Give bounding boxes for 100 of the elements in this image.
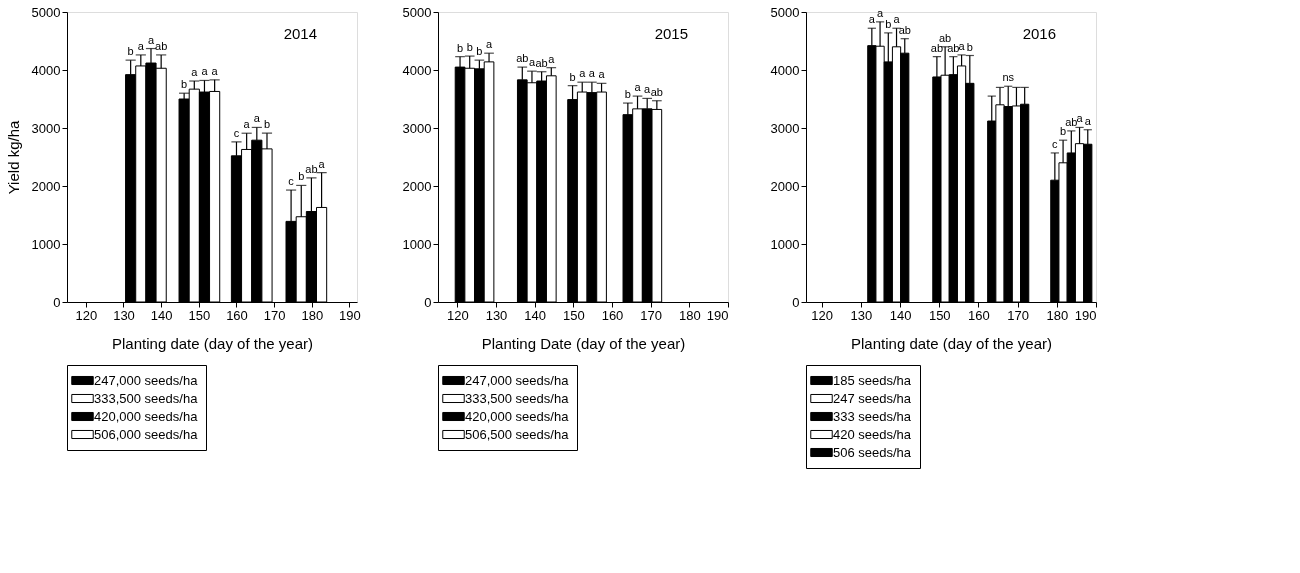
annotation: a xyxy=(147,33,155,46)
x-tick-label: 190 xyxy=(706,307,729,323)
annotation: a xyxy=(958,39,966,52)
annotation: b xyxy=(181,78,188,91)
x-tick-label: 140 xyxy=(150,307,173,323)
annotation: a xyxy=(318,157,326,170)
annotation: b xyxy=(476,45,483,58)
y-tick-label: 4000 xyxy=(770,62,800,78)
legend-label: 420,000 seeds/ha xyxy=(465,408,570,424)
y-tick-label: 3000 xyxy=(402,120,432,136)
x-tick-label: 180 xyxy=(301,307,324,323)
y-tick-label: 5000 xyxy=(770,4,800,20)
x-tick-label: 170 xyxy=(1007,307,1029,323)
x-tick-label: 180 xyxy=(1046,307,1069,323)
annotation: a xyxy=(579,67,587,80)
legend-label: 333 seeds/ha xyxy=(833,408,912,424)
legend-label: 506 seeds/ha xyxy=(833,444,912,460)
annotation: a xyxy=(485,38,493,51)
y-tick-label: 5000 xyxy=(402,4,432,20)
annotation: b xyxy=(1060,125,1067,138)
annotation: a xyxy=(201,65,209,78)
annotation: a xyxy=(211,64,219,77)
legend-label: 333,500 seeds/ha xyxy=(465,390,570,406)
x-tick-label: 120 xyxy=(811,307,834,323)
x-tick-label: 130 xyxy=(850,307,873,323)
annotation: b xyxy=(624,88,631,101)
x-tick-label: 160 xyxy=(226,307,248,323)
legend-label: 247,000 seeds/ha xyxy=(465,372,570,388)
y-tick-label: 2000 xyxy=(770,178,800,194)
annotation: ab xyxy=(898,23,911,36)
annotation: ab xyxy=(650,85,663,98)
x-axis-title: Planting date (day of the year) xyxy=(851,334,1052,352)
y-tick-label: 2000 xyxy=(402,178,432,194)
x-tick-label: 170 xyxy=(263,307,286,323)
text: 2016 xyxy=(1022,25,1056,42)
legend-label: 420,000 seeds/ha xyxy=(94,408,199,424)
y-tick-label: 5000 xyxy=(31,4,61,20)
y-tick-label: 1000 xyxy=(31,236,61,252)
annotation: a xyxy=(243,118,251,131)
y-tick-label: 4000 xyxy=(402,62,432,78)
annotation: b xyxy=(263,118,271,131)
annotation: a xyxy=(528,56,536,69)
annotation: b xyxy=(456,41,464,54)
x-tick-label: 150 xyxy=(562,307,585,323)
annotation: c xyxy=(288,175,295,188)
x-axis-title: Planting date (day of the year) xyxy=(112,334,313,352)
annotation: a xyxy=(191,66,199,79)
legend-label: 420 seeds/ha xyxy=(833,426,912,442)
y-tick-label: 1000 xyxy=(770,236,800,252)
x-tick-label: 130 xyxy=(485,307,508,323)
annotation: b xyxy=(569,70,576,83)
x-tick-label: 140 xyxy=(889,307,912,323)
annotation: a xyxy=(1084,114,1092,127)
annotation: a xyxy=(253,112,261,125)
x-tick-label: 160 xyxy=(601,307,624,323)
x-tick-label: 150 xyxy=(928,307,951,323)
annotation: c xyxy=(1052,137,1059,150)
annotation: ab xyxy=(516,52,529,65)
y-tick-label: 3000 xyxy=(31,120,61,136)
annotation: a xyxy=(644,83,652,96)
annotation: b xyxy=(127,45,134,58)
x-tick-label: 160 xyxy=(968,307,990,323)
y-tick-label: 3000 xyxy=(770,120,800,136)
y-tick-label: 2000 xyxy=(31,178,61,194)
annotation: a xyxy=(634,81,642,94)
y-tick-label: 0 xyxy=(424,294,432,310)
text: 2014 xyxy=(283,25,317,42)
annotation: b xyxy=(466,41,473,54)
annotation: ab xyxy=(155,39,168,52)
x-tick-label: 120 xyxy=(75,307,98,323)
annotation: a xyxy=(548,52,556,65)
x-tick-label: 120 xyxy=(446,307,469,323)
annotation: ab xyxy=(947,41,960,54)
annotation: b xyxy=(298,170,305,183)
annotation: ab xyxy=(930,41,944,54)
legend-label: 506,000 seeds/ha xyxy=(94,426,199,442)
text: 2015 xyxy=(654,25,688,42)
annotation: ab xyxy=(305,162,318,175)
annotation: c xyxy=(233,126,240,139)
annotation: a xyxy=(598,68,606,81)
y-tick-label: 1000 xyxy=(402,236,432,252)
legend-label: 506,500 seeds/ha xyxy=(465,426,570,442)
x-tick-label: 150 xyxy=(188,307,211,323)
annotation: a xyxy=(588,67,596,80)
annotation: b xyxy=(966,40,973,53)
x-tick-label: 190 xyxy=(339,307,361,323)
y-tick-label: 4000 xyxy=(31,62,61,78)
y-tick-label: 0 xyxy=(53,294,61,310)
x-tick-label: 190 xyxy=(1074,307,1097,323)
annotation: a xyxy=(877,6,885,19)
x-tick-label: 130 xyxy=(113,307,135,323)
x-axis-title: Planting Date (day of the year) xyxy=(481,334,686,352)
annotation: b xyxy=(885,17,892,30)
x-tick-label: 170 xyxy=(640,307,663,323)
legend-label: 185 seeds/ha xyxy=(833,372,912,388)
legend-label: 247 seeds/ha xyxy=(833,390,912,406)
y-axis-title: Yield kg/ha xyxy=(4,120,22,195)
annotation: a xyxy=(868,13,876,26)
x-tick-label: 180 xyxy=(678,307,701,323)
annotation: ab xyxy=(1065,115,1078,128)
